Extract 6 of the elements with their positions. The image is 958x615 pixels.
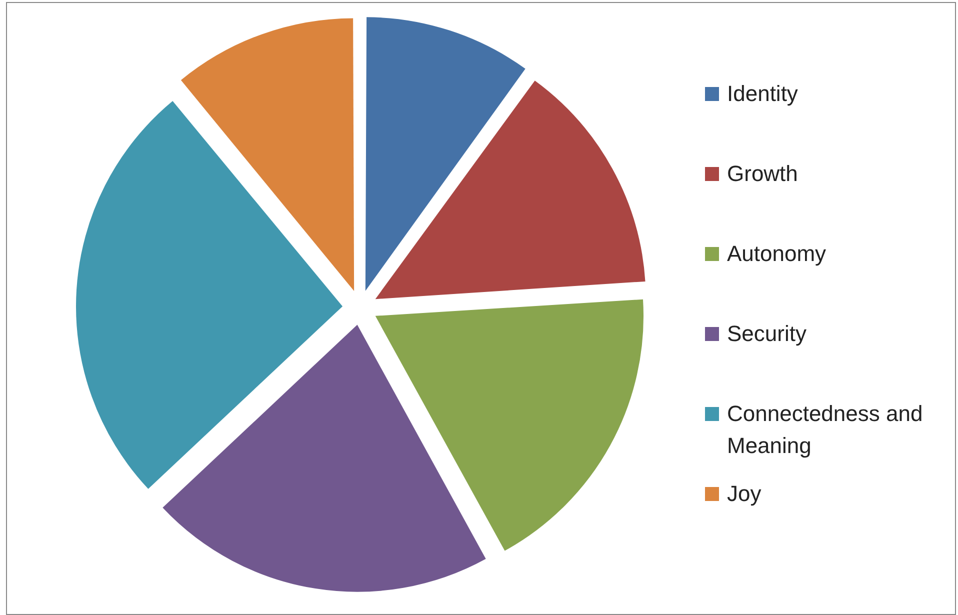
legend-label: Joy <box>727 480 762 508</box>
legend-label: Growth <box>727 160 798 188</box>
legend-label: Identity <box>727 80 798 108</box>
legend-label: Autonomy <box>727 240 826 268</box>
legend-label: Security <box>727 320 806 348</box>
legend-label: Connectedness and Meaning <box>727 400 924 460</box>
